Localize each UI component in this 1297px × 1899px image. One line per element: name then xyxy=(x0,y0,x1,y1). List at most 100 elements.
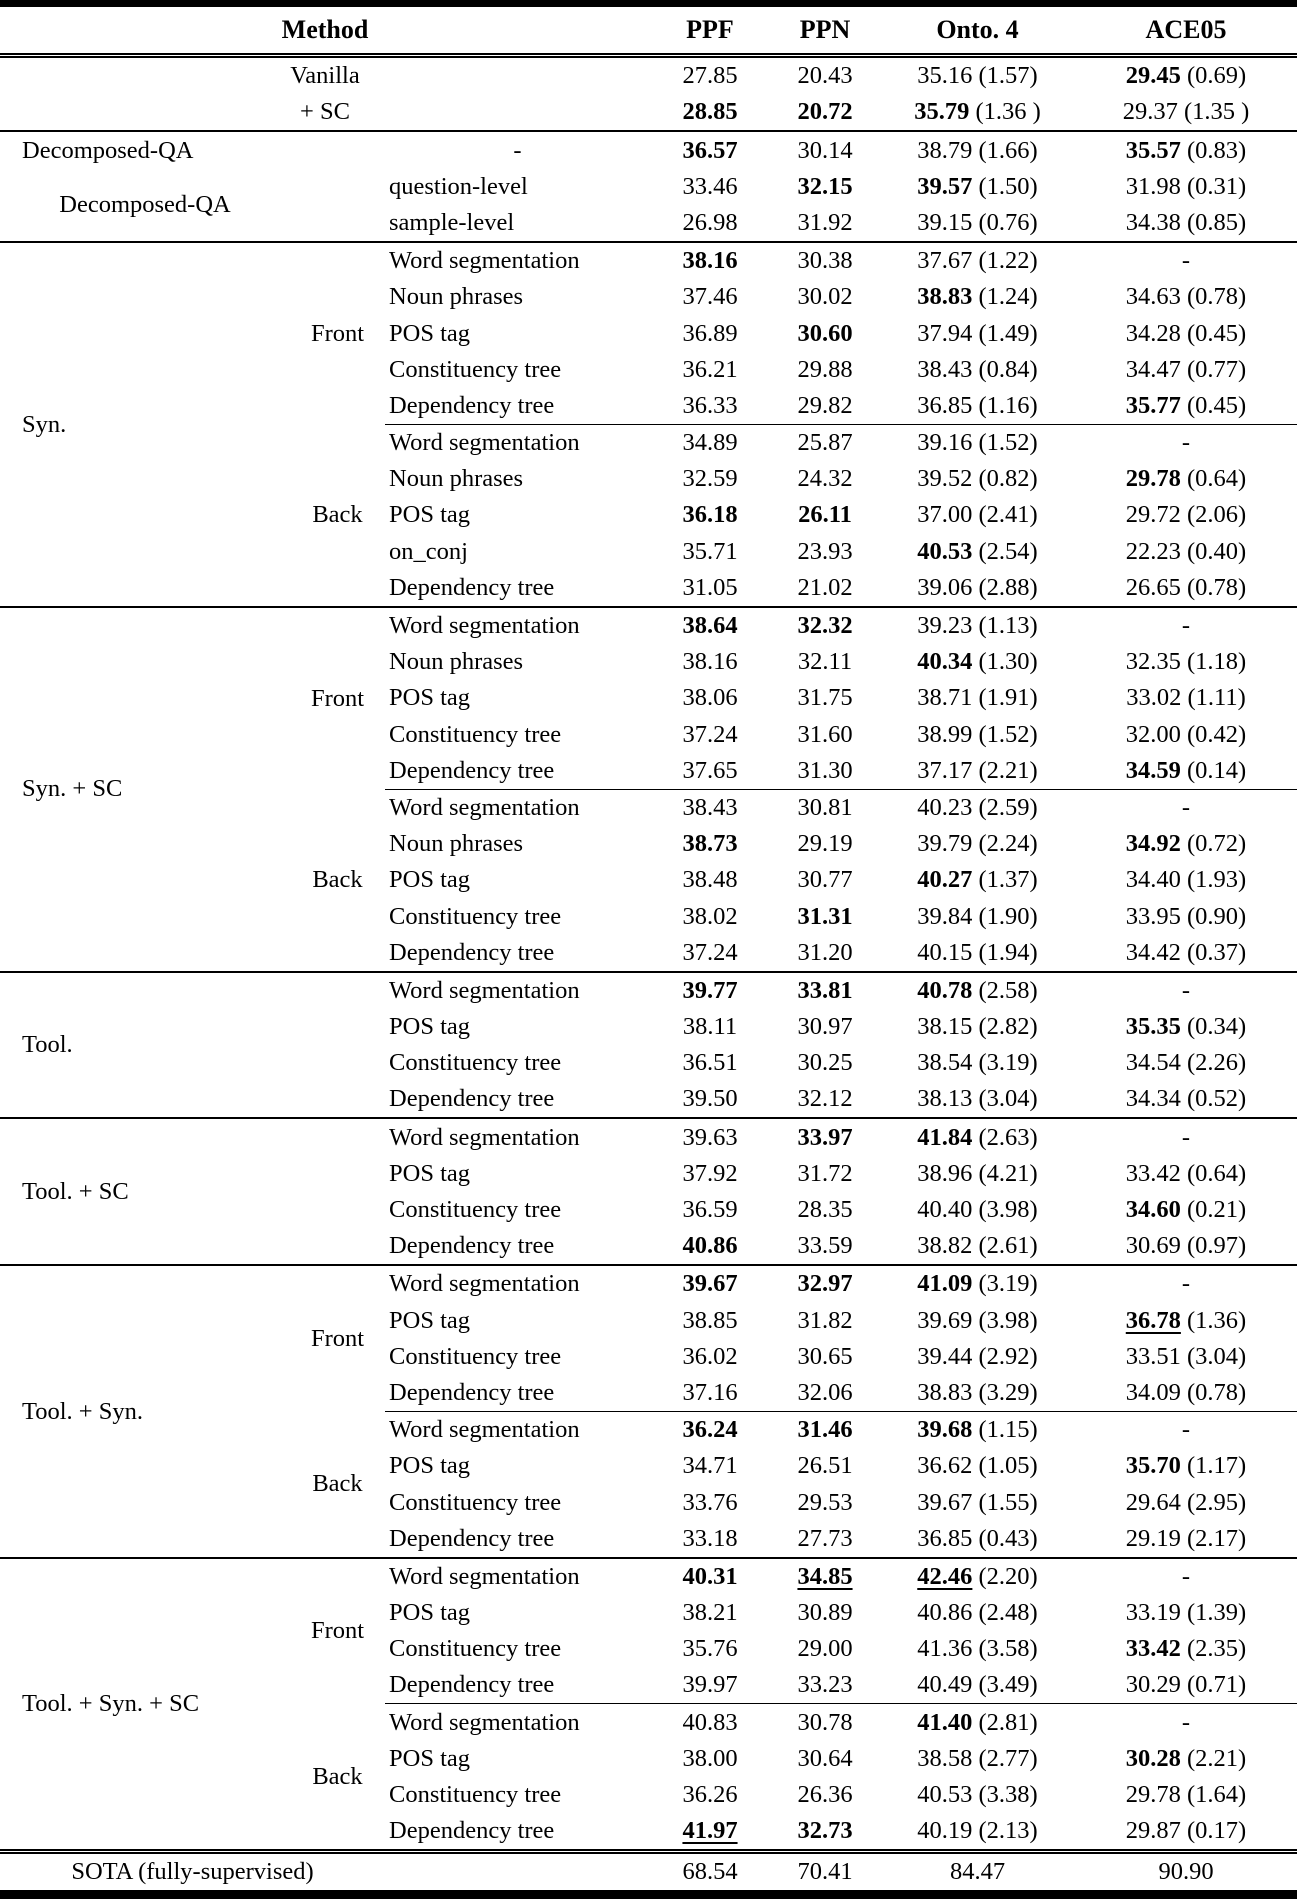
score-value: 29.78 xyxy=(1125,1781,1181,1809)
table-row: Constituency tree 33.76 29.53 39.67 (1.55) 2… xyxy=(0,1484,1297,1520)
method-label: POS tag xyxy=(389,319,471,347)
score-cell-onto4: 37.17 (2.21) xyxy=(880,753,1075,790)
score-cell-ppf: 33.18 xyxy=(650,1521,770,1558)
score-value: 27.85 xyxy=(682,62,738,90)
score-value: 35.57 xyxy=(1125,136,1181,164)
score-cell-onto4: 39.84 (1.90) xyxy=(880,898,1075,934)
score-cell-ace05: 29.37 (1.35 ) xyxy=(1075,94,1297,131)
std-dev: (1.90) xyxy=(978,902,1038,930)
score-cell-ppn: 30.89 xyxy=(770,1595,880,1631)
score-value: 30.02 xyxy=(797,283,853,311)
score-value: 34.34 xyxy=(1125,1085,1181,1113)
score-value: 31.82 xyxy=(797,1306,853,1334)
score-cell-ppf: 35.76 xyxy=(650,1631,770,1667)
position-label: Front xyxy=(290,1264,385,1412)
score-value: 40.53 xyxy=(917,537,973,565)
method-label: Constituency tree xyxy=(389,1342,562,1370)
score-cell-onto4: 38.96 (4.21) xyxy=(880,1156,1075,1192)
score-value: 32.11 xyxy=(797,648,853,676)
std-dev: (0.82) xyxy=(978,465,1038,493)
score-cell-ppn: 33.81 xyxy=(770,970,880,1009)
std-dev: (0.40) xyxy=(1187,537,1247,565)
score-value: 39.67 xyxy=(917,1488,973,1516)
score-cell-ppn: 23.93 xyxy=(770,533,880,569)
score-cell-ace05: 34.09 (0.78) xyxy=(1075,1375,1297,1412)
table-row: Dependency tree 33.18 27.73 36.85 (0.43) 29.… xyxy=(0,1521,1297,1558)
table-row: Constituency tree 36.02 30.65 39.44 (2.92) 3… xyxy=(0,1339,1297,1375)
score-cell-ppf: 39.97 xyxy=(650,1667,770,1704)
score-value: 34.38 xyxy=(1125,208,1181,236)
method-label: Dependency tree xyxy=(389,1378,555,1406)
score-value: 38.15 xyxy=(917,1013,973,1041)
table-row: Noun phrases 38.73 29.19 39.79 (2.24) 34.92 … xyxy=(0,826,1297,862)
score-value: 29.78 xyxy=(1125,465,1181,493)
std-dev: (4.21) xyxy=(978,1159,1038,1187)
std-dev: (2.59) xyxy=(978,793,1038,821)
score-value: 84.47 xyxy=(949,1858,1006,1886)
score-value: 39.16 xyxy=(917,429,973,457)
score-cell-ppf: 37.46 xyxy=(650,279,770,315)
table-row: Syn. + SC Front Word segmentation 38.64 32.3… xyxy=(0,605,1297,972)
table-row: Constituency tree 36.51 30.25 38.54 (3.19) 3… xyxy=(0,1045,1297,1081)
group-label: Decomposed-QA xyxy=(59,190,231,218)
score-cell-ace05: 34.60 (0.21) xyxy=(1075,1192,1297,1228)
score-value: 29.72 xyxy=(1125,501,1181,529)
score-cell-onto4: 37.00 (2.41) xyxy=(880,497,1075,533)
method-label: Dependency tree xyxy=(389,1817,555,1845)
score-cell-ace05: - xyxy=(1075,1410,1297,1449)
score-value: 38.64 xyxy=(682,612,738,640)
score-cell-ace05: 34.54 (2.26) xyxy=(1075,1045,1297,1081)
score-cell-ppn: 33.23 xyxy=(770,1667,880,1704)
score-value: 36.51 xyxy=(682,1049,738,1077)
std-dev: (0.77) xyxy=(1187,355,1247,383)
table-row: Tool. + SC Word segmentation 39.63 33.97 41.… xyxy=(0,1117,1297,1266)
score-cell-onto4: 39.69 (3.98) xyxy=(880,1302,1075,1338)
table-header: Method PPF PPN Onto. 4 ACE05 xyxy=(0,3,1297,58)
score-value: 34.28 xyxy=(1125,319,1181,347)
score-cell-ace05: - xyxy=(1075,788,1297,826)
method-label: Dependency tree xyxy=(389,1671,555,1699)
score-value: 29.19 xyxy=(1125,1524,1181,1552)
score-cell-ppf: 36.57 xyxy=(650,130,770,169)
score-value: 39.77 xyxy=(682,976,738,1004)
std-dev: (1.35 ) xyxy=(1183,98,1250,126)
score-value: 41.40 xyxy=(917,1708,973,1736)
score-cell-ppn: 31.92 xyxy=(770,205,880,242)
table-row: Dependency tree 40.86 33.59 38.82 (2.61) 30.… xyxy=(0,1228,1297,1265)
score-value: 39.69 xyxy=(917,1306,973,1334)
group-label: Syn. + SC xyxy=(0,605,290,972)
score-value: 33.76 xyxy=(682,1488,738,1516)
score-value: 39.84 xyxy=(917,902,973,930)
score-cell-onto4: 37.94 (1.49) xyxy=(880,315,1075,351)
dash: - xyxy=(1181,1708,1191,1736)
score-value: 30.81 xyxy=(797,793,853,821)
std-dev: (1.66) xyxy=(978,136,1038,164)
score-cell-ppn: 25.87 xyxy=(770,423,880,462)
score-value: 33.02 xyxy=(1126,684,1182,712)
table-row: Constituency tree 36.59 28.35 40.40 (3.98) 3… xyxy=(0,1192,1297,1228)
score-cell-ace05: - xyxy=(1075,1117,1297,1156)
score-value: 39.57 xyxy=(917,172,973,200)
score-value: 34.63 xyxy=(1125,283,1181,311)
table-row: Dependency tree 39.50 32.12 38.13 (3.04) 34.… xyxy=(0,1081,1297,1118)
score-value: 37.65 xyxy=(682,756,738,784)
score-value: 38.11 xyxy=(682,1013,738,1041)
score-value: 37.17 xyxy=(917,756,973,784)
score-cell-ppf: 33.46 xyxy=(650,169,770,205)
score-cell-ppf: 36.24 xyxy=(650,1410,770,1449)
std-dev: (1.55) xyxy=(978,1488,1038,1516)
score-cell-ppn: 29.88 xyxy=(770,352,880,388)
score-value: 41.09 xyxy=(917,1270,973,1298)
std-dev: (1.37) xyxy=(978,866,1038,894)
std-dev: (3.98) xyxy=(978,1306,1038,1334)
score-cell-ppn: 70.41 xyxy=(770,1849,880,1895)
score-value: 38.43 xyxy=(917,355,973,383)
score-value: 41.84 xyxy=(917,1123,973,1151)
score-cell-ppf: 38.11 xyxy=(650,1009,770,1045)
score-value: 40.86 xyxy=(917,1599,973,1627)
score-value: 39.44 xyxy=(917,1342,973,1370)
std-dev: (2.82) xyxy=(978,1013,1038,1041)
std-dev: (1.36 ) xyxy=(975,98,1041,126)
score-value: 38.83 xyxy=(917,283,973,311)
